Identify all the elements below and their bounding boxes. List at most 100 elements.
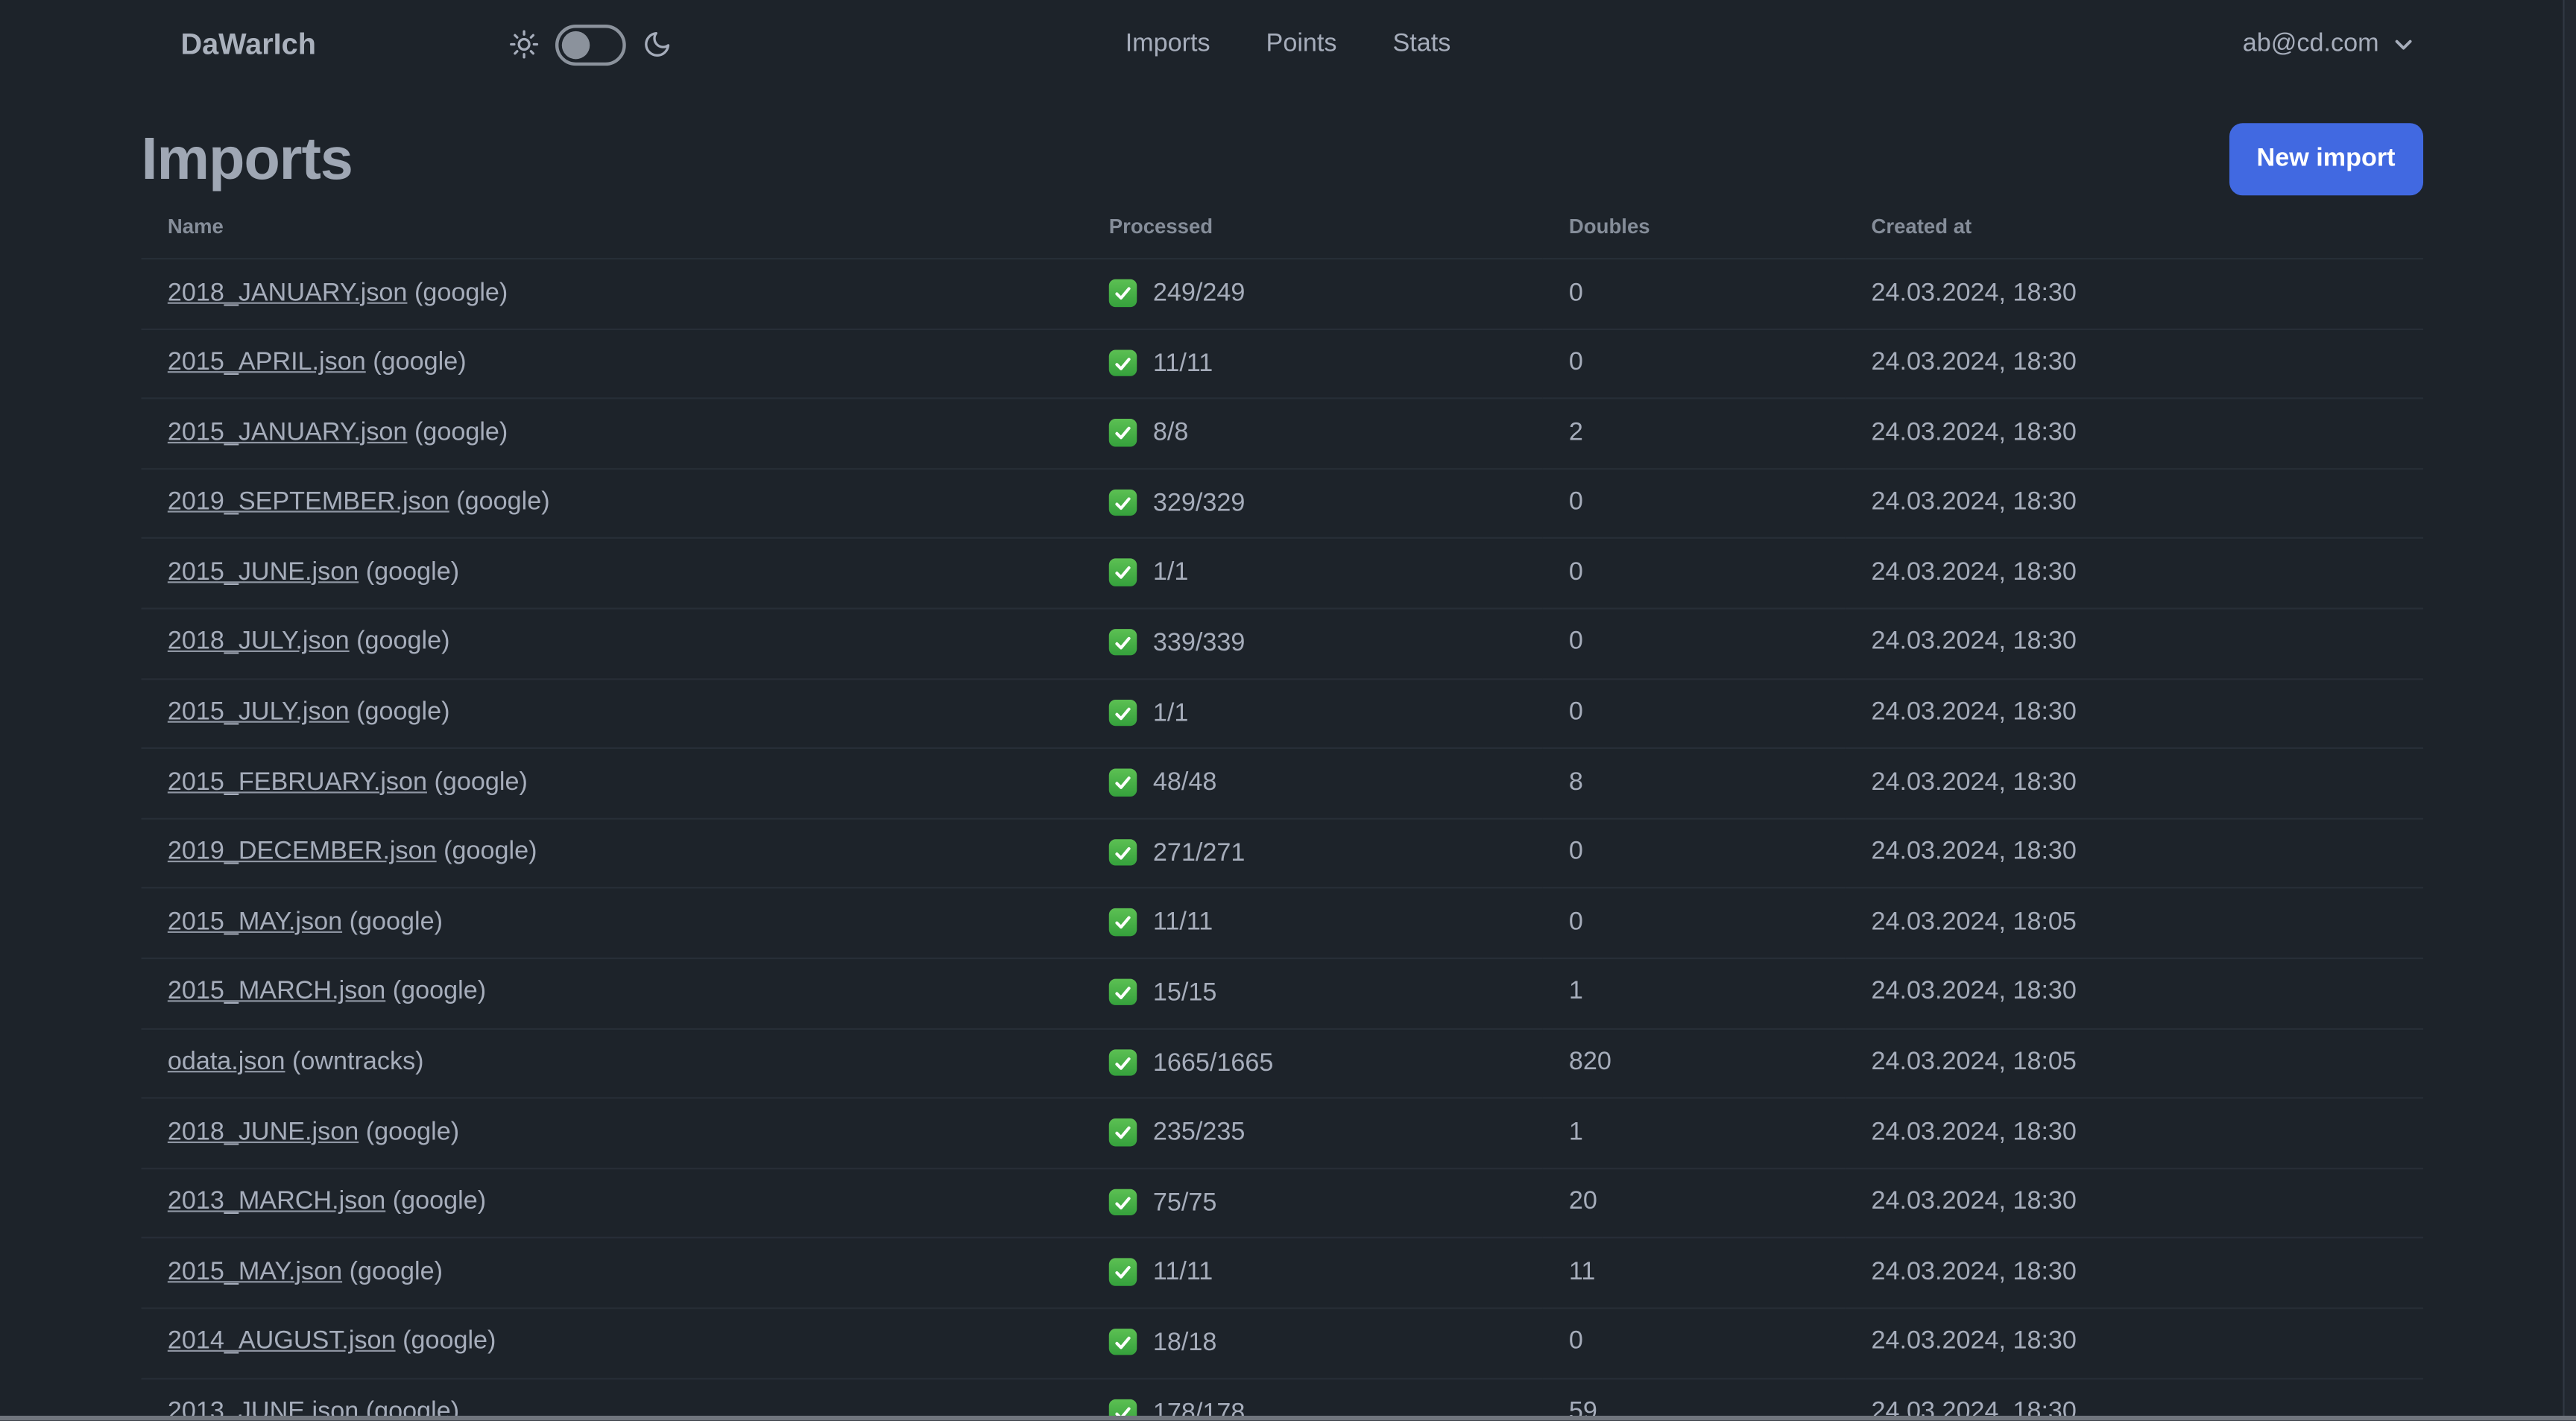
import-file-link[interactable]: 2015_FEBRUARY.json — [167, 768, 427, 797]
import-source-label: (google) — [443, 838, 537, 867]
processed-count: 1/1 — [1146, 698, 1189, 727]
vertical-scrollbar[interactable] — [2563, 0, 2576, 1421]
column-header-processed: Processed — [1108, 215, 1213, 238]
table-row: 2013_JUNE.json (google) 178/178 59 24.03… — [142, 1378, 2423, 1421]
table-row: 2015_JANUARY.json (google) 8/8 2 24.03.2… — [141, 399, 2424, 469]
processed-count: 1665/1665 — [1146, 1048, 1274, 1077]
doubles-count: 0 — [1568, 348, 1583, 376]
import-file-link[interactable]: 2019_SEPTEMBER.json — [167, 488, 449, 516]
doubles-count: 0 — [1568, 908, 1583, 936]
check-icon — [1108, 629, 1137, 656]
import-file-link[interactable]: 2015_JULY.json — [167, 697, 350, 727]
import-file-link[interactable]: 2015_MAY.json — [167, 1257, 343, 1286]
created-at: 24.03.2024, 18:30 — [1871, 768, 2077, 797]
doubles-count: 0 — [1568, 278, 1583, 307]
processed-count: 48/48 — [1146, 768, 1217, 797]
import-source-label: (google) — [349, 908, 443, 936]
imports-table-body: 2018_JANUARY.json (google) 249/249 0 24.… — [141, 259, 2424, 1421]
created-at: 24.03.2024, 18:30 — [1871, 1118, 2077, 1146]
app-logo[interactable]: DaWarIch — [180, 27, 316, 60]
processed-count: 339/339 — [1146, 629, 1246, 657]
main-content: Imports New import Name Processed Double… — [141, 123, 2424, 1421]
import-file-link[interactable]: 2014_AUGUST.json — [167, 1327, 396, 1356]
doubles-count: 0 — [1568, 697, 1583, 727]
import-file-link[interactable]: 2015_JUNE.json — [167, 558, 359, 586]
column-header-created-at: Created at — [1871, 215, 1972, 238]
doubles-count: 0 — [1568, 838, 1583, 867]
new-import-button[interactable]: New import — [2229, 123, 2424, 196]
processed-count: 15/15 — [1146, 978, 1217, 1007]
doubles-count: 0 — [1568, 627, 1583, 656]
import-source-label: (google) — [356, 627, 450, 656]
import-source-label: (google) — [365, 1118, 460, 1146]
user-menu[interactable]: ab@cd.com — [2243, 30, 2415, 60]
import-file-link[interactable]: 2019_DECEMBER.json — [167, 838, 437, 867]
created-at: 24.03.2024, 18:30 — [1871, 1188, 2077, 1216]
check-icon — [1108, 1189, 1137, 1216]
doubles-count: 1 — [1568, 978, 1583, 1006]
import-file-link[interactable]: 2018_JUNE.json — [167, 1118, 359, 1146]
import-source-label: (google) — [434, 768, 528, 797]
processed-count: 1/1 — [1146, 559, 1189, 587]
import-file-link[interactable]: 2015_JANUARY.json — [167, 418, 408, 446]
nav-link-stats[interactable]: Stats — [1392, 29, 1451, 58]
check-icon — [1108, 698, 1137, 727]
check-icon — [1108, 1259, 1137, 1286]
user-email: ab@cd.com — [2242, 29, 2379, 58]
import-file-link[interactable]: 2015_MARCH.json — [167, 978, 386, 1006]
doubles-count: 0 — [1568, 558, 1583, 586]
created-at: 24.03.2024, 18:30 — [1871, 558, 2077, 586]
table-row: 2018_JUNE.json (google) 235/235 1 24.03.… — [141, 1098, 2424, 1168]
import-source-label: (google) — [365, 558, 460, 586]
imports-table: Name Processed Doubles Created at 2018_J… — [141, 195, 2424, 1421]
column-header-doubles: Doubles — [1568, 215, 1650, 238]
sun-icon — [510, 30, 540, 60]
import-source-label: (google) — [349, 1257, 443, 1286]
import-file-link[interactable]: 2018_JULY.json — [167, 627, 350, 656]
import-source-label: (google) — [356, 697, 450, 727]
table-row: odata.json (owntracks) 1665/1665 820 24.… — [141, 1028, 2424, 1098]
import-file-link[interactable]: 2015_MAY.json — [167, 908, 343, 936]
created-at: 24.03.2024, 18:05 — [1871, 908, 2077, 936]
nav-link-imports[interactable]: Imports — [1125, 29, 1210, 58]
check-icon — [1108, 279, 1137, 307]
created-at: 24.03.2024, 18:30 — [1871, 838, 2077, 867]
table-row: 2018_JULY.json (google) 339/339 0 24.03.… — [141, 609, 2424, 679]
created-at: 24.03.2024, 18:30 — [1871, 278, 2077, 307]
theme-toggle-group — [510, 23, 672, 66]
created-at: 24.03.2024, 18:30 — [1871, 1397, 2077, 1421]
check-icon — [1108, 978, 1137, 1006]
created-at: 24.03.2024, 18:30 — [1871, 1257, 2077, 1286]
check-icon — [1108, 768, 1137, 797]
table-row: 2015_FEBRUARY.json (google) 48/48 8 24.0… — [141, 748, 2424, 819]
check-icon — [1108, 1328, 1137, 1356]
horizontal-scrollbar[interactable] — [0, 1416, 2576, 1421]
doubles-count: 11 — [1568, 1257, 1596, 1286]
processed-count: 235/235 — [1146, 1118, 1246, 1147]
main-nav: Imports Points Stats — [1126, 30, 1451, 60]
import-source-label: (google) — [456, 488, 550, 516]
import-file-link[interactable]: 2018_JANUARY.json — [167, 278, 408, 307]
processed-count: 75/75 — [1146, 1189, 1217, 1217]
column-header-name: Name — [167, 215, 224, 238]
check-icon — [1108, 1118, 1137, 1146]
navbar: DaWarIch Imports P — [0, 0, 2576, 89]
import-source-label: (google) — [373, 348, 467, 376]
processed-count: 271/271 — [1146, 838, 1246, 867]
processed-count: 11/11 — [1146, 1259, 1213, 1287]
import-file-link[interactable]: 2013_MARCH.json — [167, 1188, 386, 1216]
nav-link-points[interactable]: Points — [1266, 29, 1337, 58]
processed-count: 8/8 — [1146, 419, 1189, 447]
processed-count: 11/11 — [1146, 349, 1213, 378]
page-title: Imports — [141, 124, 353, 192]
processed-count: 18/18 — [1146, 1328, 1217, 1357]
table-row: 2015_JUNE.json (google) 1/1 0 24.03.2024… — [141, 539, 2424, 609]
theme-toggle[interactable] — [555, 23, 627, 66]
import-file-link[interactable]: odata.json — [167, 1048, 285, 1076]
table-row: 2014_AUGUST.json (google) 18/18 0 24.03.… — [141, 1308, 2424, 1379]
table-row: 2018_JANUARY.json (google) 249/249 0 24.… — [141, 259, 2424, 329]
page-header: Imports New import — [141, 123, 2424, 196]
import-file-link[interactable]: 2015_APRIL.json — [167, 348, 366, 376]
doubles-count: 1 — [1568, 1118, 1583, 1146]
created-at: 24.03.2024, 18:30 — [1871, 697, 2077, 727]
